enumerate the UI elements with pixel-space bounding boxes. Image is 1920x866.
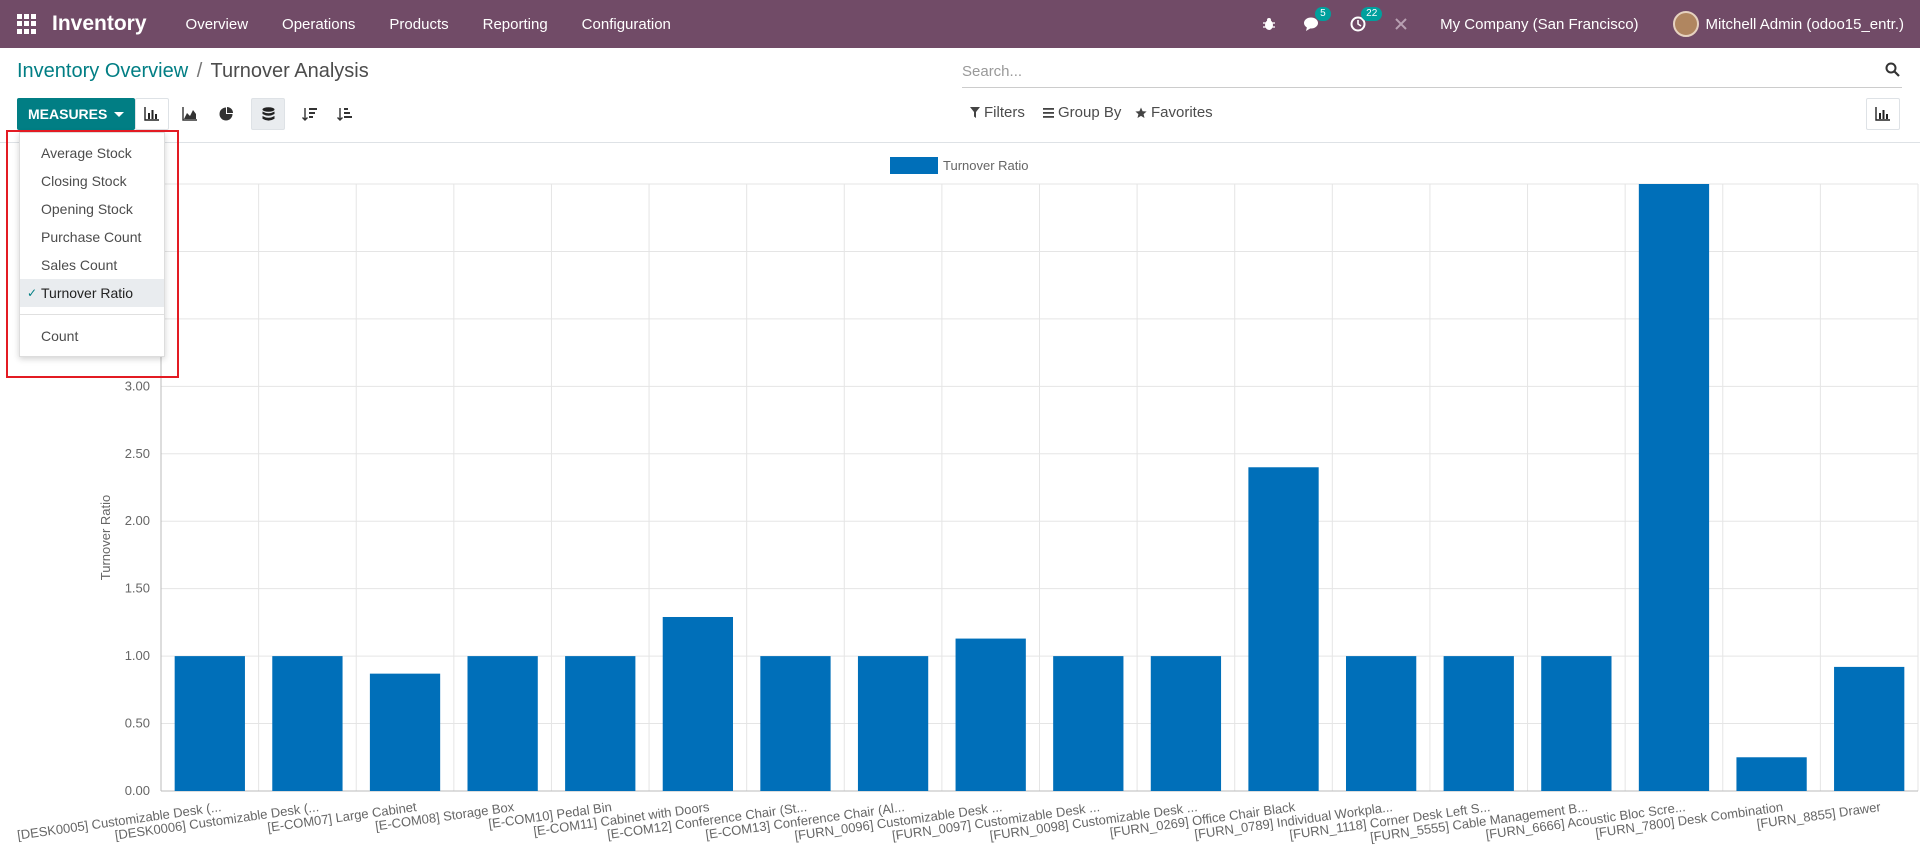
measure-turnover-ratio[interactable]: ✓ Turnover Ratio — [20, 279, 164, 307]
user-avatar[interactable] — [1672, 11, 1699, 37]
bar — [1443, 656, 1514, 791]
line-chart-mode-button[interactable] — [173, 98, 207, 130]
bar — [272, 656, 343, 791]
menu-operations[interactable]: Operations — [282, 15, 356, 33]
measure-closing-stock[interactable]: Closing Stock — [41, 173, 127, 189]
bar-chart-icon — [1875, 107, 1890, 121]
bar — [174, 656, 245, 791]
search-icon[interactable] — [1885, 62, 1900, 82]
bar — [1345, 656, 1417, 791]
y-tick-label: 0.00 — [125, 783, 150, 798]
y-tick-label: 1.50 — [125, 581, 150, 596]
measure-average-stock[interactable]: Average Stock — [41, 145, 132, 161]
bar-chart-svg: 0.00 0.50 1.00 1.50 2.00 2.50 3.00 Turnover Rat… — [16, 157, 1919, 845]
bar — [369, 673, 441, 791]
bar — [1541, 656, 1612, 791]
bar — [565, 656, 636, 791]
favorites-label: Favorites — [1151, 104, 1213, 121]
measure-turnover-ratio-label: Turnover Ratio — [41, 285, 134, 301]
top-navbar: Inventory Overview Operations Products R… — [0, 0, 1920, 48]
legend-label: Turnover Ratio — [943, 158, 1029, 173]
sort-ascending-icon — [337, 108, 352, 121]
annotation-highlight-box — [6, 130, 179, 378]
menu-reporting[interactable]: Reporting — [482, 15, 548, 33]
measures-dropdown-menu: Average Stock Closing Stock Opening Stoc… — [19, 132, 165, 357]
bar — [467, 656, 538, 791]
messages-count-badge: 5 — [1315, 7, 1331, 21]
apps-menu-icon[interactable] — [17, 14, 37, 34]
y-tick-label: 2.00 — [125, 513, 150, 528]
breadcrumb-separator: / — [196, 60, 203, 82]
bar-chart-icon — [144, 107, 159, 121]
favorites-button[interactable]: Favorites — [1135, 104, 1213, 121]
sort-descending-icon — [302, 108, 317, 121]
bar — [760, 656, 831, 791]
caret-down-icon — [114, 111, 125, 117]
breadcrumb-parent-link[interactable]: Inventory Overview — [17, 60, 189, 82]
measure-sales-count[interactable]: Sales Count — [41, 257, 118, 273]
area-chart-icon — [182, 107, 197, 121]
menu-products[interactable]: Products — [389, 15, 449, 33]
checkmark-icon: ✓ — [27, 286, 38, 300]
sort-ascending-button[interactable] — [328, 98, 362, 130]
breadcrumb: Inventory Overview / Turnover Analysis — [17, 60, 369, 83]
filters-button[interactable]: Filters — [970, 104, 1025, 121]
star-icon — [1135, 107, 1147, 118]
measure-count[interactable]: Count — [41, 328, 79, 344]
graph-view-switcher[interactable] — [1866, 98, 1900, 130]
stacked-toggle-button[interactable] — [251, 98, 285, 130]
database-stack-icon — [262, 106, 274, 121]
y-tick-label: 1.00 — [125, 648, 150, 663]
breadcrumb-current: Turnover Analysis — [210, 60, 369, 82]
graph-chart: 0.00 0.50 1.00 1.50 2.00 2.50 3.00 Turnover Rat… — [0, 143, 1920, 866]
group-by-list-icon — [1043, 107, 1054, 118]
legend-swatch — [890, 157, 938, 174]
dropdown-divider — [20, 314, 164, 315]
measures-label: MEASURES — [28, 106, 108, 122]
bar — [1150, 656, 1222, 791]
y-tick-label: 0.50 — [125, 716, 150, 731]
bar-chart-mode-button[interactable] — [135, 98, 169, 130]
bar — [1053, 656, 1124, 791]
group-by-button[interactable]: Group By — [1043, 104, 1121, 121]
search-bar — [962, 58, 1902, 88]
app-name[interactable]: Inventory — [52, 12, 147, 35]
company-switcher[interactable]: My Company (San Francisco) — [1440, 15, 1639, 33]
bar — [1248, 467, 1319, 791]
sort-descending-button[interactable] — [293, 98, 327, 130]
activities-clock-icon[interactable]: 22 — [1350, 7, 1383, 32]
group-by-label: Group By — [1058, 104, 1122, 121]
activities-count-badge: 22 — [1361, 7, 1383, 21]
search-input[interactable] — [962, 58, 1862, 84]
pie-chart-icon — [219, 107, 233, 121]
pie-chart-mode-button[interactable] — [209, 98, 243, 130]
bar — [662, 616, 734, 791]
bar — [1638, 184, 1710, 791]
user-menu[interactable]: Mitchell Admin (odoo15_entr.) — [1705, 15, 1904, 33]
measure-opening-stock[interactable]: Opening Stock — [41, 201, 133, 217]
filters-label: Filters — [984, 104, 1025, 121]
messages-icon[interactable]: 5 — [1304, 7, 1331, 32]
menu-overview[interactable]: Overview — [185, 15, 249, 33]
bar — [1736, 757, 1807, 791]
filter-icon — [970, 107, 980, 118]
menu-configuration[interactable]: Configuration — [581, 15, 671, 33]
y-tick-label: 3.00 — [125, 378, 150, 393]
bar — [857, 656, 929, 791]
y-axis-title: Turnover Ratio — [98, 495, 113, 581]
bar — [1834, 666, 1905, 791]
debug-bug-icon[interactable] — [1262, 17, 1276, 31]
measure-purchase-count[interactable]: Purchase Count — [41, 229, 142, 245]
y-tick-label: 2.50 — [125, 446, 150, 461]
control-panel-divider — [0, 142, 1920, 143]
measures-dropdown-button[interactable]: MEASURES — [17, 98, 136, 130]
close-tools-icon[interactable] — [1394, 17, 1408, 31]
bar — [955, 638, 1026, 791]
